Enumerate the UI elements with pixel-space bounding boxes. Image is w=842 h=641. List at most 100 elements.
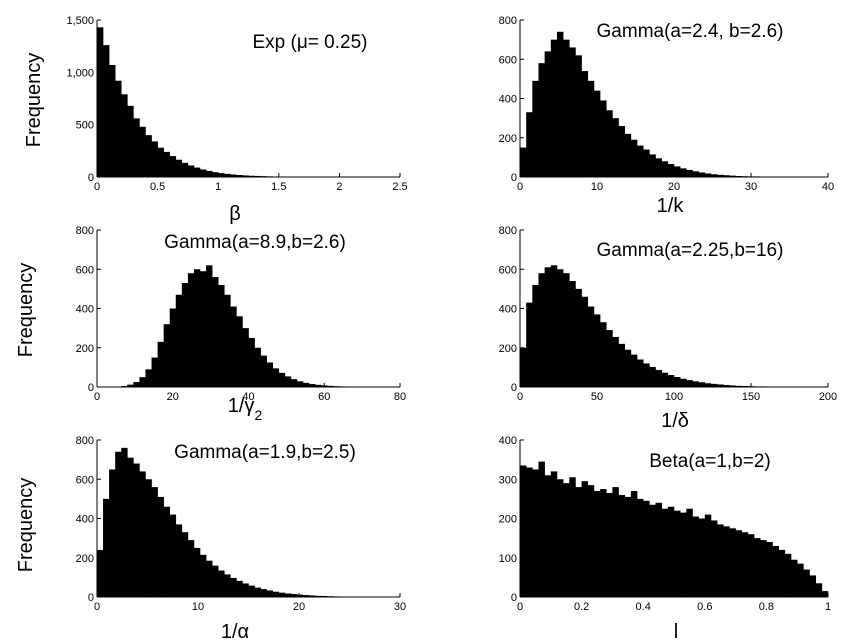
histogram-bar xyxy=(661,508,669,597)
histogram-bar xyxy=(643,500,650,597)
panel-beta-l: 0 0.2 0.4 0.6 0.8 1 0 100 200 300 400 Beta(a=1,b=2… xyxy=(499,435,831,641)
x-tick-label: 0 xyxy=(517,181,523,193)
histogram-bar xyxy=(520,465,527,597)
x-axis-label-main: 1/α xyxy=(221,621,249,641)
histogram-bar xyxy=(163,324,171,387)
histogram-bar xyxy=(717,524,724,597)
histogram-bar xyxy=(290,379,298,387)
histogram-bar xyxy=(723,526,730,597)
histogram-bar xyxy=(127,105,134,177)
histogram-bar xyxy=(643,363,650,387)
histogram-bar xyxy=(556,31,564,178)
histogram-bar xyxy=(315,384,322,387)
histogram-bar xyxy=(575,288,582,388)
histogram-bar xyxy=(212,565,219,597)
histogram-bar xyxy=(181,162,189,177)
histogram-bar xyxy=(212,277,219,387)
histogram-bar xyxy=(278,592,286,597)
chart-title: Gamma(a=8.9,b=2.6) xyxy=(164,232,346,253)
histogram-bar xyxy=(526,302,533,387)
histogram-bar xyxy=(821,591,829,597)
histogram-bar xyxy=(587,485,595,597)
panel-gamma-1-over-delta: 0 50 100 150 200 0 200 400 600 800 Gamma(a=2.25,b… xyxy=(499,225,838,432)
histogram-bar xyxy=(272,591,280,597)
histogram-bars xyxy=(520,31,792,178)
histogram-bar xyxy=(187,165,195,177)
x-tick-label: 20 xyxy=(668,181,680,193)
histogram-bar xyxy=(151,141,158,177)
y-tick-label: 600 xyxy=(76,264,94,276)
histogram-bar xyxy=(815,583,823,597)
histogram-bar xyxy=(686,169,693,177)
histogram-bar xyxy=(784,553,792,597)
panel-exp-beta: 0 0.5 1 1.5 2 2.5 0 500 1,000 1,500 Exp (μ= 0.25)… xyxy=(23,15,408,225)
x-tick-label: 0 xyxy=(517,391,523,403)
histogram-bar xyxy=(686,508,693,597)
histogram-bar xyxy=(309,595,316,597)
histogram-bar xyxy=(97,27,104,177)
x-tick-label: 1 xyxy=(825,601,831,613)
x-tick-label: 0 xyxy=(94,181,100,193)
histogram-bar xyxy=(692,516,699,597)
histogram-bar xyxy=(612,336,619,387)
x-axis-label-main: 1/k xyxy=(657,195,685,217)
histogram-bar xyxy=(698,172,706,177)
histogram-bar xyxy=(127,457,134,597)
histogram-bar xyxy=(109,65,116,177)
y-tick-label: 800 xyxy=(76,435,94,447)
y-tick-label: 400 xyxy=(499,304,517,316)
x-tick-label: 0.5 xyxy=(150,181,165,193)
histogram-bar xyxy=(729,175,736,177)
histogram-bar xyxy=(175,524,183,597)
y-tick-label: 200 xyxy=(499,133,517,145)
histogram-bar xyxy=(242,328,249,388)
histogram-bar xyxy=(723,175,730,177)
x-axis-label-main: β xyxy=(229,203,241,225)
histogram-bar xyxy=(593,314,601,387)
histogram-bar xyxy=(778,549,786,597)
y-tick-label: 0 xyxy=(88,172,94,184)
x-axis-label: 1/α xyxy=(221,621,249,641)
y-tick-label: 800 xyxy=(76,225,94,237)
histogram-bar xyxy=(618,343,626,387)
histogram-bar xyxy=(698,382,706,387)
histogram-bars xyxy=(97,447,370,598)
histogram-bar xyxy=(266,590,274,597)
histogram-bar xyxy=(637,145,644,177)
histogram-bar xyxy=(230,306,237,387)
histogram-bar xyxy=(151,487,158,597)
histogram-bar xyxy=(103,45,110,178)
x-tick-label: 0.8 xyxy=(759,601,774,613)
histogram-bar xyxy=(797,563,804,597)
histogram-bar xyxy=(575,55,582,177)
histogram-bar xyxy=(266,362,274,387)
histogram-bar xyxy=(791,559,798,597)
histogram-bars xyxy=(520,265,804,388)
histogram-bar xyxy=(710,383,718,387)
histogram-bar xyxy=(735,385,743,387)
histogram-bar xyxy=(667,375,675,387)
x-tick-label: 30 xyxy=(745,181,757,193)
histogram-bar xyxy=(581,71,589,177)
histogram-bar xyxy=(674,166,681,177)
y-tick-label: 100 xyxy=(499,553,517,565)
y-tick-label: 400 xyxy=(76,514,94,526)
histogram-bar xyxy=(284,376,292,387)
y-tick-label: 600 xyxy=(76,474,94,486)
histogram-bar xyxy=(169,156,177,177)
histogram-bars xyxy=(520,461,829,598)
chart-title: Gamma(a=2.25,b=16) xyxy=(597,240,784,261)
histogram-bar xyxy=(809,575,816,597)
histogram-bar xyxy=(200,271,207,387)
x-tick-label: 1 xyxy=(215,181,221,193)
histogram-bar xyxy=(704,173,712,177)
histogram-bar xyxy=(612,487,619,597)
histogram-bar xyxy=(157,496,164,597)
histogram-bar xyxy=(667,164,675,177)
y-axis-label: Frequency xyxy=(23,53,45,148)
histogram-bars xyxy=(115,265,377,388)
histogram-bar xyxy=(109,469,116,597)
